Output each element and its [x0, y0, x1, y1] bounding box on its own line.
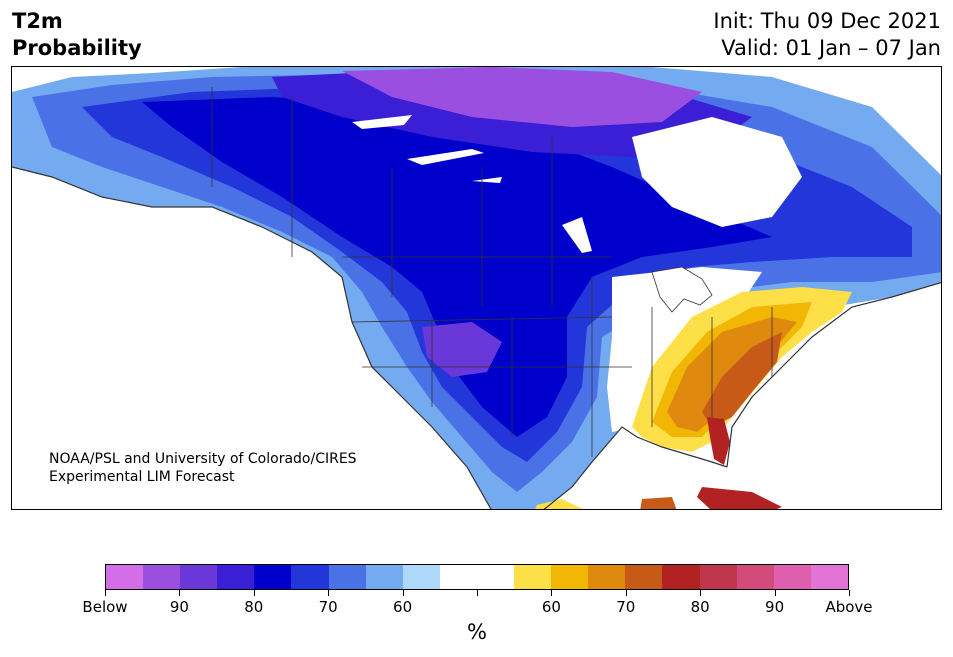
colorbar-tick-label: 90 — [169, 598, 189, 616]
colorbar-swatch — [588, 565, 626, 589]
land-deep-blue — [142, 97, 772, 437]
credit-line-2: Experimental LIM Forecast — [49, 469, 235, 485]
colorbar-tick — [774, 590, 776, 596]
title-line-2: Probability — [12, 36, 142, 60]
valid-date: Valid: 01 Jan – 07 Jan — [721, 36, 941, 60]
colorbar-swatch — [180, 565, 218, 589]
colorbar-swatch — [514, 565, 552, 589]
land-purple-southwest — [422, 322, 502, 377]
colorbar-tick — [625, 590, 627, 596]
lake-1 — [352, 115, 412, 129]
colorbar — [105, 564, 849, 590]
colorbar-tick-label: 60 — [541, 598, 561, 616]
colorbar-tick-label: 80 — [244, 598, 264, 616]
colorbar-tick — [477, 590, 478, 596]
colorbar-tick-label: 90 — [765, 598, 785, 616]
colorbar-tick — [849, 590, 850, 596]
colorbar-tick-label: Below — [82, 598, 128, 616]
colorbar-tick — [179, 590, 181, 596]
colorbar-swatch — [365, 565, 403, 589]
colorbar-swatch — [699, 565, 737, 589]
warm-orange-caribbean — [640, 497, 677, 509]
colorbar-tick — [253, 590, 255, 596]
great-lakes — [651, 266, 713, 313]
map-panel — [11, 66, 942, 510]
colorbar-swatch — [662, 565, 700, 589]
hudson-bay — [632, 117, 802, 227]
colorbar-tick — [402, 590, 404, 596]
credit-text: NOAA/PSL and University of Colorado/CIRE… — [49, 450, 357, 486]
colorbar-swatch — [291, 565, 329, 589]
colorbar-tick-label: 60 — [393, 598, 413, 616]
colorbar-swatch — [254, 565, 292, 589]
warm-red-florida — [707, 417, 730, 465]
credit-line-1: NOAA/PSL and University of Colorado/CIRE… — [49, 451, 357, 467]
colorbar-tick-label: 80 — [690, 598, 710, 616]
colorbar-swatch — [773, 565, 811, 589]
warm-red-cuba — [697, 487, 782, 509]
forecast-dates: Init: Thu 09 Dec 2021 Valid: 01 Jan – 07… — [713, 8, 941, 62]
colorbar-swatch — [476, 565, 515, 589]
colorbar-swatch — [439, 565, 477, 589]
lake-3 — [472, 177, 502, 183]
boundary-lines — [211, 87, 773, 457]
colorbar-tick-label: 70 — [616, 598, 636, 616]
colorbar-tick-label: 70 — [318, 598, 338, 616]
land-light-purple — [342, 67, 702, 127]
probability-map — [12, 67, 941, 509]
colorbar-swatch — [217, 565, 255, 589]
colorbar-swatch — [736, 565, 774, 589]
colorbar-swatch — [625, 565, 663, 589]
coastlines — [12, 166, 941, 509]
lake-2 — [407, 149, 484, 165]
colorbar-swatch — [143, 565, 181, 589]
colorbar-swatch — [106, 565, 144, 589]
warm-dark-orange — [702, 332, 782, 427]
colorbar-tick — [700, 590, 702, 596]
colorbar-tick-label: Above — [825, 598, 873, 616]
colorbar-tick — [551, 590, 553, 596]
colorbar-tick — [105, 590, 106, 596]
colorbar-unit: % — [467, 620, 487, 644]
init-date: Init: Thu 09 Dec 2021 — [713, 9, 941, 33]
colorbar-tick — [328, 590, 330, 596]
colorbar-swatch — [402, 565, 440, 589]
colorbar-swatch — [551, 565, 589, 589]
map-title: T2m Probability — [12, 8, 142, 62]
colorbar-swatch — [810, 565, 848, 589]
lake-4 — [562, 217, 592, 253]
title-line-1: T2m — [12, 9, 63, 33]
colorbar-swatch — [328, 565, 366, 589]
